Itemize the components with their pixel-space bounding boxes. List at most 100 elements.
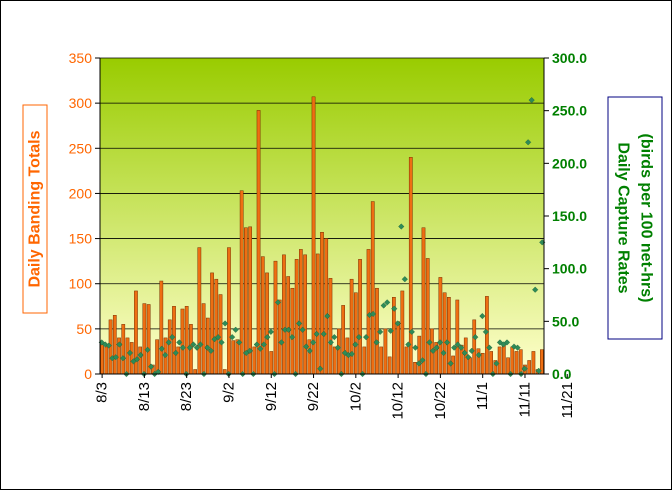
data-point bbox=[454, 341, 461, 348]
bar bbox=[197, 247, 202, 375]
data-point bbox=[451, 344, 458, 351]
bar bbox=[518, 349, 523, 375]
right-tick-label: 50.0 bbox=[552, 313, 579, 329]
left-tick-label: 300 bbox=[69, 95, 93, 111]
bar bbox=[387, 356, 392, 375]
bar bbox=[260, 256, 265, 375]
bar bbox=[468, 357, 472, 375]
data-point bbox=[419, 357, 426, 364]
data-point bbox=[468, 347, 475, 354]
left-axis-title: Daily Banding Totals bbox=[27, 130, 44, 287]
bar bbox=[497, 346, 502, 375]
left-tick-label: 100 bbox=[69, 276, 93, 292]
data-point bbox=[331, 334, 338, 341]
data-point bbox=[320, 330, 327, 338]
bar bbox=[527, 360, 532, 375]
bar bbox=[370, 201, 375, 375]
bar bbox=[501, 344, 506, 375]
right-tick-label: 300.0 bbox=[552, 50, 587, 66]
data-point bbox=[112, 354, 119, 361]
data-point bbox=[310, 339, 317, 346]
left-tick-label: 150 bbox=[69, 231, 93, 247]
x-tick-label: 8/13 bbox=[136, 382, 153, 411]
bar bbox=[104, 346, 109, 375]
data-point bbox=[207, 347, 215, 354]
left-tick-label: 350 bbox=[69, 50, 93, 66]
scatter-series bbox=[98, 97, 546, 378]
data-point bbox=[306, 347, 313, 354]
bar bbox=[510, 346, 515, 375]
x-tick-label: 8/3 bbox=[94, 382, 111, 403]
bar bbox=[472, 319, 477, 375]
data-point bbox=[162, 351, 169, 359]
bar bbox=[167, 319, 172, 375]
data-point bbox=[405, 341, 412, 348]
bar bbox=[172, 306, 176, 375]
bar bbox=[273, 260, 278, 375]
right-axis-title-line2: (birds per 100 net-hrs) bbox=[638, 134, 655, 303]
data-point bbox=[197, 341, 204, 348]
data-point bbox=[444, 339, 451, 346]
data-point bbox=[169, 334, 176, 341]
bar bbox=[383, 328, 388, 375]
data-point bbox=[296, 320, 303, 327]
bar bbox=[396, 321, 400, 375]
data-point bbox=[355, 334, 363, 341]
bar bbox=[299, 249, 303, 375]
x-tick-label: 8/23 bbox=[178, 382, 195, 411]
bar bbox=[125, 337, 130, 375]
data-point bbox=[232, 326, 239, 333]
data-point bbox=[313, 330, 320, 338]
data-point bbox=[204, 344, 211, 351]
data-point bbox=[482, 328, 489, 335]
data-point bbox=[479, 312, 486, 320]
data-point bbox=[176, 339, 183, 346]
data-point bbox=[465, 354, 472, 361]
bar bbox=[201, 303, 206, 375]
data-point bbox=[398, 223, 405, 230]
bar bbox=[455, 299, 460, 375]
bar bbox=[332, 346, 337, 375]
bar bbox=[176, 346, 181, 375]
data-point bbox=[264, 334, 271, 341]
data-point bbox=[236, 339, 243, 346]
data-point bbox=[387, 327, 394, 334]
data-point bbox=[429, 347, 437, 354]
data-point bbox=[257, 345, 264, 352]
data-point bbox=[193, 344, 200, 351]
data-point bbox=[148, 363, 155, 370]
bar bbox=[320, 232, 324, 375]
data-point bbox=[412, 344, 419, 351]
bar bbox=[417, 335, 422, 375]
bar-series bbox=[100, 96, 544, 375]
data-point bbox=[133, 356, 141, 363]
bar bbox=[489, 351, 494, 375]
data-point bbox=[222, 320, 229, 327]
bar bbox=[265, 272, 269, 375]
bar bbox=[366, 249, 371, 375]
bar bbox=[231, 340, 236, 375]
data-point bbox=[246, 347, 253, 354]
data-point bbox=[341, 349, 348, 357]
bar bbox=[404, 346, 409, 375]
data-point bbox=[426, 339, 433, 346]
bar bbox=[408, 157, 413, 375]
right-tick-label: 200.0 bbox=[552, 155, 587, 171]
x-tick-label: 11/11 bbox=[516, 382, 533, 417]
bar bbox=[438, 277, 443, 375]
bar bbox=[252, 346, 257, 375]
data-point bbox=[391, 305, 398, 312]
bar bbox=[269, 351, 274, 375]
data-point bbox=[327, 339, 334, 346]
data-point bbox=[362, 334, 370, 341]
bar bbox=[362, 346, 367, 375]
data-point bbox=[415, 360, 422, 367]
bar bbox=[294, 259, 299, 375]
bar bbox=[349, 278, 354, 375]
bar bbox=[218, 294, 223, 375]
data-point bbox=[384, 299, 391, 306]
bar bbox=[256, 110, 261, 375]
bar bbox=[184, 306, 189, 375]
